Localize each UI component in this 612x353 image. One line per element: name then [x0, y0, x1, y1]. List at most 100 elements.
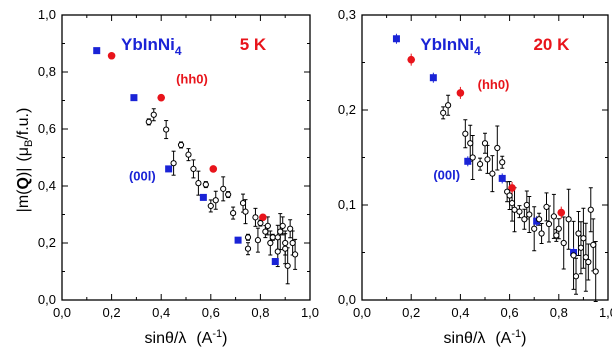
- data-point-open: [590, 241, 597, 248]
- chart-panel-right: 0,0 0,2 0,4 0,6 0,8 1,0 0,0 0,1 0,2 0,3 sinθ/λ (A-1…: [338, 7, 612, 347]
- data-point-open: [254, 237, 262, 244]
- plot-frame-right: [361, 14, 609, 301]
- data-point-open: [195, 180, 202, 187]
- x-tick-label-right: 0,6: [501, 305, 519, 320]
- chart-panel-left: 0,0 0,2 0,4 0,6 0,8 1,0 0,0 0,2 0,4 0,6 0,8 1,0 sinθ…: [38, 7, 319, 347]
- data-point-open: [572, 273, 580, 280]
- x-axis-label-unit: (A: [495, 330, 511, 347]
- data-point-open: [462, 130, 469, 137]
- data-point-open: [523, 201, 530, 209]
- data-point-open: [185, 151, 192, 158]
- x-tick-label-right: 0,2: [402, 305, 420, 320]
- data-point-open: [292, 251, 299, 258]
- data-point-00l: [429, 74, 437, 82]
- data-point-hh0: [107, 51, 116, 60]
- data-point-open: [582, 254, 589, 261]
- x-axis-label-close: ): [521, 330, 526, 347]
- data-point-hh0: [456, 89, 465, 97]
- data-point-open: [565, 216, 572, 223]
- data-point-open: [150, 111, 157, 118]
- compound-base: YbInNi: [121, 35, 175, 54]
- data-point-open: [220, 185, 227, 192]
- x-axis-label-sup: -1: [212, 328, 222, 340]
- annotation-hh0-left: (hh0): [176, 71, 208, 86]
- compound-sub: 4: [474, 44, 481, 58]
- data-point-00l: [130, 94, 138, 102]
- data-point-open: [269, 234, 276, 241]
- data-point-open: [177, 141, 185, 149]
- data-point-open: [239, 200, 247, 207]
- y-axis-label-close: )|: [15, 168, 32, 177]
- data-point-open: [252, 214, 259, 221]
- data-point-hh0: [157, 93, 165, 102]
- data-point-open: [267, 239, 274, 247]
- data-point-open: [244, 245, 252, 252]
- data-point-open: [489, 170, 496, 177]
- data-point-open: [212, 197, 219, 204]
- data-point-open: [467, 140, 474, 147]
- y-tick-label-left: 1,0: [38, 7, 56, 22]
- y-axis-label-unit-sub: B: [23, 140, 35, 147]
- data-point-open: [282, 245, 289, 252]
- compound-label-right: YbInNi4: [420, 35, 481, 58]
- x-tick-label-left: 1,0: [301, 305, 319, 320]
- x-tick-label-right: 0,8: [550, 305, 568, 320]
- data-point-open: [163, 126, 170, 133]
- data-point-open: [499, 159, 506, 166]
- data-point-open: [481, 140, 489, 147]
- data-point-open: [575, 230, 582, 237]
- data-point-open: [592, 268, 599, 275]
- x-tick-label-left: 0,6: [202, 305, 220, 320]
- data-point-open: [521, 216, 528, 223]
- data-point-00l: [199, 193, 207, 201]
- data-point-open: [506, 192, 513, 199]
- data-point-open: [587, 206, 594, 213]
- y-tick-label-left: 0,0: [38, 292, 56, 307]
- data-point-open: [511, 206, 518, 213]
- x-tick-label-left: 0,2: [103, 305, 121, 320]
- y-tick-label-right: 0,2: [338, 102, 356, 117]
- data-point-open: [279, 222, 286, 229]
- data-point-open: [262, 228, 269, 235]
- data-point-00l: [392, 35, 400, 43]
- data-point-00l: [464, 157, 472, 165]
- data-point-open: [580, 235, 587, 242]
- data-point-open: [526, 211, 533, 218]
- data-point-open: [476, 161, 484, 168]
- data-point-hh0: [259, 213, 267, 222]
- data-point-hh0: [508, 184, 516, 192]
- annotation-00l-left: (00l): [129, 168, 156, 183]
- data-point-open: [190, 165, 197, 172]
- data-point-open: [225, 191, 232, 198]
- data-point-open: [469, 154, 476, 161]
- x-axis-label-left: sinθ/λ (A-1): [145, 328, 228, 347]
- data-point-00l: [165, 165, 173, 173]
- data-point-open: [277, 228, 284, 235]
- data-point-open: [170, 160, 177, 167]
- y-tick-label-left: 0,4: [38, 178, 56, 193]
- x-tick-label-right: 1,0: [599, 305, 612, 320]
- data-point-open: [516, 208, 523, 215]
- data-point-open: [536, 216, 543, 223]
- data-point-open: [543, 203, 550, 210]
- y-tick-label-left: 0,6: [38, 121, 56, 136]
- y-axis-label-base: |m(: [15, 189, 32, 212]
- x-tick-label-right: 0,4: [451, 305, 469, 320]
- data-point-open: [494, 144, 501, 152]
- data-point-open: [531, 225, 538, 232]
- data-point-hh0: [557, 208, 566, 217]
- data-point-open: [145, 118, 152, 125]
- x-tick-label-right: 0,0: [353, 305, 371, 320]
- x-axis-label-main: sinθ/λ: [444, 330, 486, 347]
- compound-sub: 4: [175, 44, 182, 58]
- data-point-open: [577, 244, 585, 251]
- data-point-open: [570, 252, 577, 259]
- x-axis-label-close: ): [222, 330, 227, 347]
- data-point-open: [289, 239, 296, 247]
- temperature-label-right: 20 K: [533, 35, 570, 54]
- plot-frame-left: [61, 14, 311, 301]
- data-point-00l: [498, 174, 506, 182]
- data-point-open: [274, 248, 281, 255]
- x-tick-label-left: 0,8: [251, 305, 269, 320]
